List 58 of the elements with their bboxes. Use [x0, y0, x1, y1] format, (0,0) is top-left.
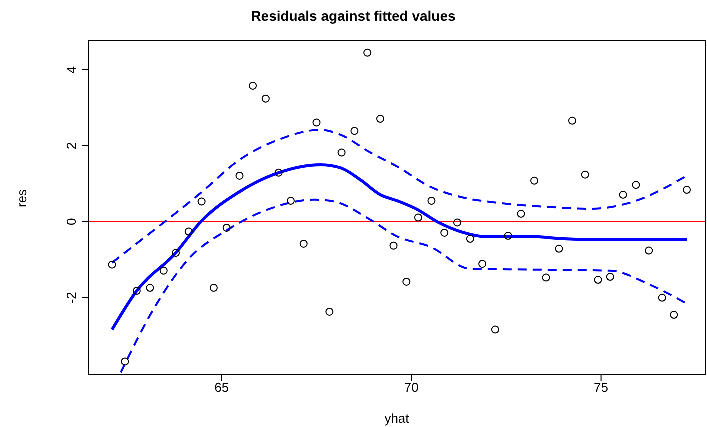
point: [645, 246, 654, 255]
x-tick-label: 75: [594, 380, 609, 396]
x-tick-label: 65: [214, 380, 230, 396]
point: [466, 235, 474, 244]
point: [555, 244, 564, 253]
point: [581, 170, 590, 179]
point: [658, 294, 666, 302]
y-tick-label: 0: [64, 218, 79, 226]
point: [286, 197, 295, 206]
point: [132, 287, 141, 296]
x-axis-title: yhat: [384, 411, 410, 426]
point: [491, 326, 500, 334]
point: [326, 308, 334, 316]
point: [568, 116, 576, 125]
point: [454, 218, 462, 227]
point: [262, 94, 270, 103]
point: [402, 278, 411, 286]
point: [414, 214, 422, 222]
y-tick-label: -2: [64, 292, 79, 304]
y-axis-title: res: [14, 188, 30, 208]
line-series: [110, 163, 689, 332]
point: [184, 228, 193, 236]
point: [108, 260, 116, 269]
point: [236, 172, 244, 180]
point: [146, 284, 154, 292]
point: [364, 48, 372, 57]
point: [300, 240, 308, 248]
x-tick-label: 70: [404, 380, 419, 396]
y-tick-label: 4: [64, 66, 79, 74]
point: [198, 198, 206, 206]
point: [172, 249, 180, 258]
point: [222, 224, 231, 232]
line-series: [120, 198, 686, 374]
point: [504, 232, 512, 240]
point: [670, 310, 678, 319]
point: [376, 115, 384, 123]
point: [440, 228, 449, 237]
point: [121, 358, 130, 366]
point: [606, 273, 614, 282]
point: [632, 181, 640, 190]
point: [478, 260, 487, 268]
point: [517, 210, 526, 218]
y-tick-label: 2: [64, 142, 79, 150]
point: [338, 148, 346, 157]
point: [542, 274, 550, 282]
point: [683, 186, 692, 194]
point: [530, 176, 539, 185]
point: [249, 82, 258, 90]
point: [594, 276, 602, 284]
point: [428, 197, 436, 206]
point: [390, 242, 398, 250]
point: [210, 284, 218, 292]
point: [350, 127, 359, 136]
point: [274, 168, 283, 177]
chart-title: Residuals against fitted values: [250, 8, 457, 24]
point: [160, 266, 168, 275]
point: [619, 190, 628, 199]
point: [312, 118, 321, 127]
